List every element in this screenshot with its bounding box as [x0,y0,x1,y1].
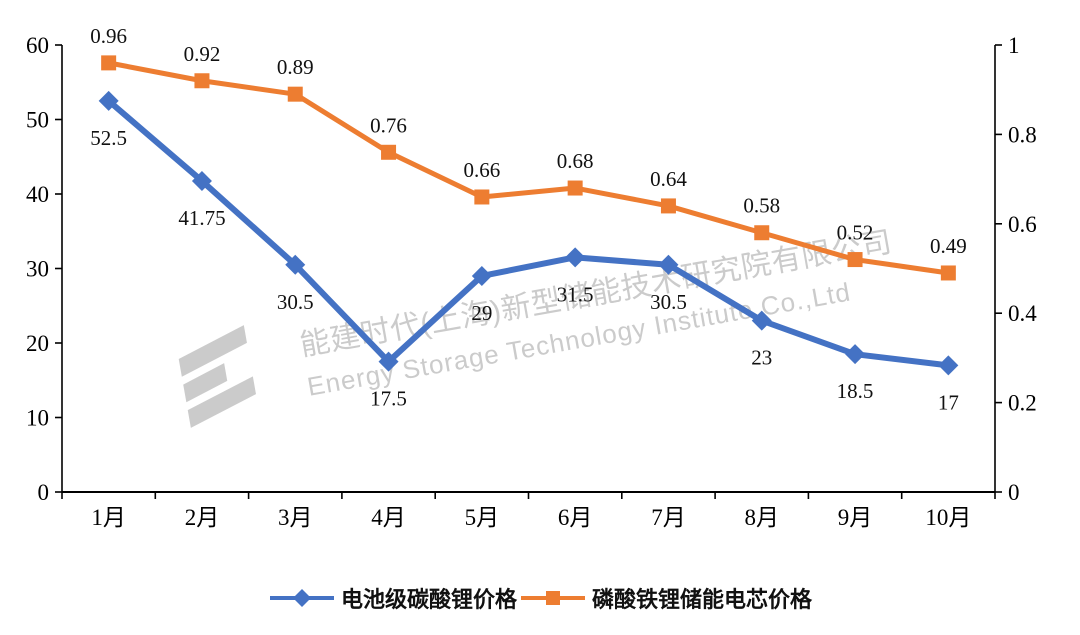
data-point-label: 30.5 [277,290,314,314]
x-axis-category-label: 5月 [465,505,500,530]
x-axis-category-label: 6月 [558,505,593,530]
left-axis-tick-label: 50 [26,108,49,133]
data-point-marker-square [567,180,583,196]
data-point-label: 0.52 [837,221,874,245]
data-point-marker-square [194,73,210,89]
data-point-label: 17 [938,390,959,414]
data-point-label: 0.89 [277,55,314,79]
x-axis-category-label: 2月 [185,505,220,530]
series-line-1 [106,60,951,276]
x-axis-category-label: 3月 [278,505,313,530]
left-axis-tick-label: 40 [26,182,49,207]
data-point-label: 18.5 [837,379,874,403]
x-axis-category-label: 1月 [91,505,126,530]
right-axis-tick-label: 0.4 [1008,301,1037,326]
data-point-marker-diamond [565,247,586,268]
legend-diamond-line-icon [269,589,334,607]
right-axis-tick-label: 0 [1008,480,1020,505]
data-point-marker-square [660,198,676,214]
chart-legend: 电池级碳酸锂价格 磷酸铁锂储能电芯价格 [0,582,1080,614]
data-point-marker-diamond [845,344,866,365]
right-axis-tick-label: 0.6 [1008,212,1037,237]
legend-label-lfp-cell-price: 磷酸铁锂储能电芯价格 [592,587,813,612]
legend-diamond-marker [292,589,311,607]
data-point-marker-diamond [285,254,306,275]
data-point-label: 0.58 [743,194,780,218]
left-axis-tick-label: 20 [26,331,49,356]
data-point-marker-diamond [471,265,492,286]
x-axis-category-label: 9月 [838,505,873,530]
x-axis-category-label: 7月 [651,505,686,530]
dual-axis-line-chart: 0 10 20 30 40 50 60 0 0.2 0.4 0.6 0.8 1 1月 2月 3月 4月 5月 6月 7… [26,24,1037,530]
x-axis-category-label: 4月 [371,505,406,530]
data-point-marker-square [101,55,117,71]
data-point-marker-square [381,144,397,160]
data-point-label: 0.92 [184,42,221,66]
x-axis-category-label: 10月 [925,505,971,530]
data-point-marker-square [940,265,956,281]
data-point-label: 52.5 [90,126,127,150]
legend-item-lfp-cell-price: 磷酸铁锂储能电芯价格 [519,582,812,614]
x-axis-category-label: 8月 [745,505,780,530]
legend-square-line-icon [521,591,585,605]
left-axis-tick-label: 30 [26,257,49,282]
left-axis-tick-label: 0 [38,480,50,505]
right-axis-tick-label: 0.2 [1008,391,1037,416]
legend-label-lithium-carbonate-price: 电池级碳酸锂价格 [340,587,517,612]
data-point-marker-diamond [751,310,772,331]
legend-square-marker [546,591,560,605]
legend-item-lithium-carbonate-price: 电池级碳酸锂价格 [268,582,517,614]
data-point-marker-square [287,86,303,102]
data-point-marker-diamond [938,355,959,376]
data-point-label: 0.64 [650,167,687,191]
data-point-marker-square [847,252,863,268]
left-axis-tick-label: 60 [26,33,49,58]
data-point-marker-diamond [378,351,399,372]
data-point-marker-diamond [98,90,119,111]
data-point-label: 0.49 [930,234,967,258]
series-line-0 [105,97,952,369]
data-point-label: 17.5 [370,387,407,411]
data-point-marker-square [474,189,490,205]
data-point-label: 41.75 [178,206,225,230]
data-point-label: 30.5 [650,290,687,314]
data-point-label: 0.68 [557,149,594,173]
data-point-label: 23 [751,346,772,370]
right-axis-tick-label: 0.8 [1008,122,1037,147]
data-point-marker-diamond [658,254,679,275]
data-point-label: 0.66 [463,158,500,182]
data-point-marker-square [754,225,770,241]
left-axis-tick-label: 10 [26,406,49,431]
data-point-label: 0.96 [90,24,127,48]
right-axis-tick-label: 1 [1008,33,1020,58]
data-point-label: 29 [471,301,492,325]
data-point-label: 31.5 [557,282,594,306]
data-point-label: 0.76 [370,113,407,137]
data-point-marker-diamond [191,170,212,191]
